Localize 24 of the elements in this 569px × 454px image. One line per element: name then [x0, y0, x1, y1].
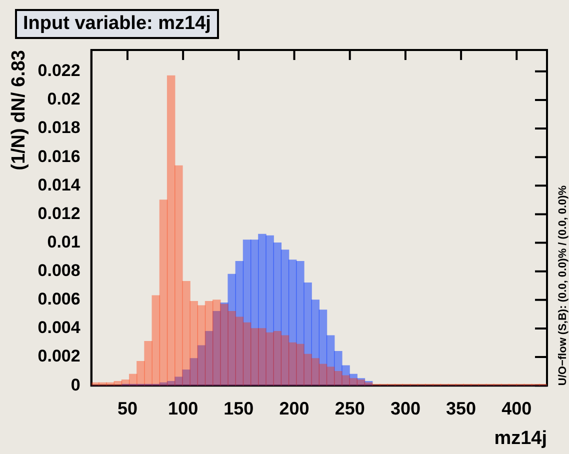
y-tick-label: 0.02 [47, 90, 80, 109]
chart-title: Input variable: mz14j [15, 9, 219, 39]
x-tick-label: 200 [279, 398, 310, 418]
x-tick-label: 50 [117, 398, 138, 418]
y-tick-label: 0.004 [38, 318, 81, 338]
y-tick-label: 0 [70, 375, 80, 394]
y-tick-label: 0.008 [38, 261, 80, 280]
y-tick-label: 0.018 [38, 118, 80, 138]
y-tick-label: 0.022 [38, 61, 80, 80]
y-tick-label: 0.012 [38, 204, 80, 223]
y-tick-label: 0.01 [47, 232, 80, 252]
y-tick-label: 0.002 [38, 346, 80, 366]
y-tick-label: 0.014 [38, 175, 81, 194]
x-tick-label: 350 [446, 398, 476, 418]
x-axis-title: mz14j [494, 428, 547, 449]
x-tick-label: 400 [502, 398, 532, 418]
y-axis-title: (1/N) dN/ 6.83 [8, 50, 30, 170]
text: U/O−flow (S,B): (0.0, 0.0)% / (0.0, 0.0)% [557, 185, 569, 386]
x-tick-label: 250 [334, 398, 365, 418]
x-tick-label: 100 [168, 398, 198, 418]
x-tick-label: 300 [390, 398, 420, 418]
y-tick-label: 0.006 [38, 290, 80, 309]
y-tick-label: 0.016 [38, 146, 80, 166]
x-tick-label: 150 [224, 398, 254, 418]
